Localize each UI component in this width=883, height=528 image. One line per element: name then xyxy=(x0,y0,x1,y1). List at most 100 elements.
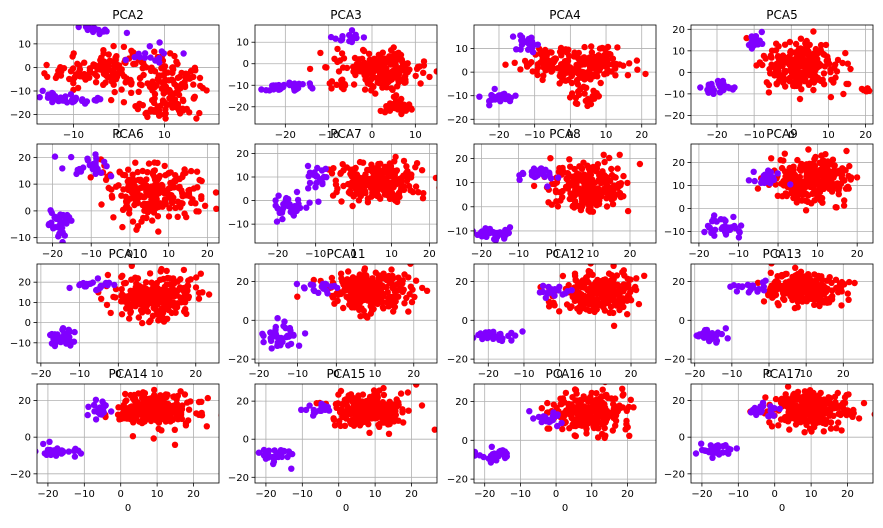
data-point-class-b xyxy=(195,295,203,302)
data-point-class-a xyxy=(260,446,268,454)
data-point-class-b xyxy=(338,198,345,205)
data-point-class-a xyxy=(306,179,314,187)
data-point-class-a xyxy=(40,440,47,448)
data-point-class-a xyxy=(92,416,100,423)
data-point-class-b xyxy=(799,71,806,79)
data-point-class-a xyxy=(92,396,100,403)
data-point-class-b xyxy=(551,180,558,188)
data-point-class-b xyxy=(598,285,605,292)
data-point-class-a xyxy=(53,215,60,222)
data-point-class-b xyxy=(401,78,408,85)
data-point-class-b xyxy=(151,84,158,91)
data-point-class-b xyxy=(624,72,632,79)
data-point-class-b xyxy=(170,402,177,409)
x-tick-label: 0 xyxy=(369,130,375,141)
data-point-class-b xyxy=(627,396,634,403)
data-point-class-b xyxy=(419,284,426,292)
points-group xyxy=(37,386,219,460)
data-point-class-b xyxy=(363,272,370,279)
axes-frame xyxy=(473,143,657,244)
data-point-class-b xyxy=(537,59,544,66)
x-tick-label: −20 xyxy=(30,369,51,380)
axes-frame xyxy=(690,24,874,125)
data-point-class-b xyxy=(614,44,621,51)
data-point-class-b xyxy=(373,178,380,185)
data-point-class-b xyxy=(800,55,807,63)
data-point-class-a xyxy=(348,27,356,34)
data-point-class-b xyxy=(155,228,162,235)
data-point-class-b xyxy=(603,391,610,399)
x-tick-label: −10 xyxy=(305,249,326,260)
y-tick-label: 10 xyxy=(455,44,468,55)
data-point-class-b xyxy=(782,190,789,197)
data-point-class-b xyxy=(824,299,831,306)
data-point-class-b xyxy=(161,162,168,170)
data-point-class-b xyxy=(634,66,641,73)
data-point-class-b xyxy=(616,405,623,412)
data-point-class-b xyxy=(125,186,132,194)
data-point-class-b xyxy=(108,78,115,85)
data-point-class-b xyxy=(777,156,784,164)
y-tick-label: 10 xyxy=(236,173,249,184)
data-point-class-b xyxy=(169,286,177,293)
data-point-class-b xyxy=(583,84,590,92)
data-point-class-b xyxy=(831,163,838,170)
x-tick-label: −20 xyxy=(478,369,499,380)
data-point-class-b xyxy=(381,191,389,198)
data-point-class-b xyxy=(407,187,414,194)
data-point-class-b xyxy=(326,80,333,87)
data-point-class-b xyxy=(571,270,579,277)
data-point-class-b xyxy=(592,289,599,296)
data-point-class-b xyxy=(136,402,143,409)
data-point-class-a xyxy=(751,177,758,185)
data-point-class-a xyxy=(82,25,90,31)
data-point-class-b xyxy=(351,284,358,291)
data-point-class-b xyxy=(602,419,609,426)
data-point-class-b xyxy=(388,280,396,288)
data-point-class-b xyxy=(369,165,377,172)
y-tick-label: 20 xyxy=(236,277,249,288)
data-point-class-b xyxy=(167,184,174,192)
data-point-class-a xyxy=(755,285,762,293)
data-point-class-b xyxy=(357,68,364,75)
data-point-class-b xyxy=(599,168,606,175)
data-point-class-b xyxy=(571,204,578,211)
data-point-class-b xyxy=(782,173,789,180)
data-point-class-a xyxy=(529,48,537,56)
y-tick-label: 20 xyxy=(236,397,249,408)
y-tick-label: −10 xyxy=(10,338,31,349)
x-tick-label: 0 xyxy=(116,130,122,141)
data-point-class-b xyxy=(172,204,179,212)
data-point-class-b xyxy=(139,193,147,200)
data-point-class-b xyxy=(407,283,414,290)
data-point-class-b xyxy=(583,430,590,437)
y-tick-label: 0 xyxy=(25,63,31,74)
y-tick-label: −10 xyxy=(447,91,468,102)
x-tick-label: 20 xyxy=(859,130,872,141)
data-point-class-a xyxy=(279,338,286,345)
data-point-class-b xyxy=(413,384,420,388)
data-point-class-a xyxy=(310,286,317,294)
data-point-class-b xyxy=(599,61,606,69)
data-point-class-b xyxy=(347,418,354,425)
data-point-class-b xyxy=(801,64,808,71)
data-point-class-b xyxy=(174,213,181,220)
data-point-class-b xyxy=(575,279,583,286)
data-point-class-b xyxy=(102,176,110,183)
data-point-class-b xyxy=(595,92,602,100)
x-tick-label: 0 xyxy=(350,249,356,260)
data-point-class-b xyxy=(203,423,210,430)
data-point-class-b xyxy=(125,166,132,173)
data-point-class-b xyxy=(616,285,624,293)
data-point-class-b xyxy=(151,48,158,55)
data-point-class-b xyxy=(600,151,607,158)
data-point-class-b xyxy=(57,72,65,79)
data-point-class-b xyxy=(397,390,405,397)
data-point-class-b xyxy=(400,157,408,165)
data-point-class-b xyxy=(624,179,631,187)
data-point-class-b xyxy=(129,433,137,440)
data-point-class-b xyxy=(159,409,166,416)
